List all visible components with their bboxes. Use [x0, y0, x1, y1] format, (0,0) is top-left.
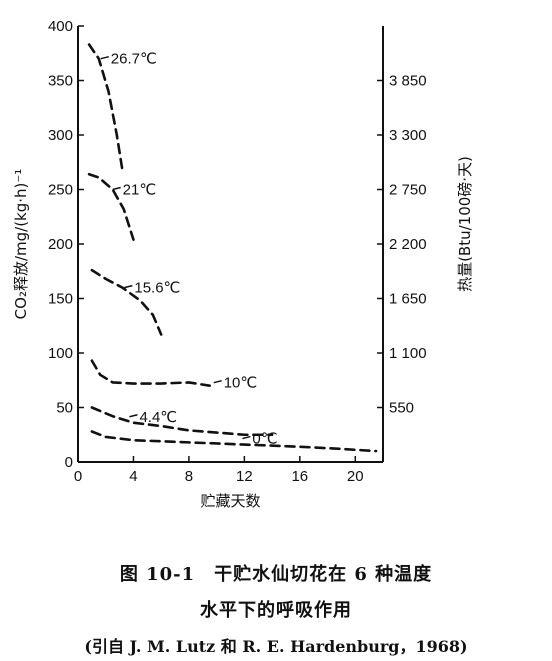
x-tick-label: 16 — [291, 468, 308, 485]
y-tick-label: 300 — [48, 127, 73, 144]
x-tick-label: 20 — [347, 468, 364, 485]
series-line-3 — [90, 268, 163, 336]
series-line-2 — [87, 172, 135, 241]
series-line-6 — [90, 430, 378, 453]
series-leader-4 — [213, 379, 222, 384]
y-tick-label: 400 — [48, 18, 73, 35]
y2-tick-label: 2 750 — [389, 182, 427, 199]
series-leader-3 — [124, 284, 133, 289]
series-label-2: 21℃ — [123, 182, 157, 199]
series-line-4 — [90, 359, 212, 388]
series-leader-1 — [100, 55, 109, 60]
series-leader-6 — [242, 435, 251, 440]
series-line-5 — [90, 406, 274, 437]
series-leader-2 — [112, 186, 121, 191]
y2-tick-label: 1 650 — [389, 291, 427, 308]
y-tick-label: 100 — [48, 345, 73, 362]
series-label-4: 10℃ — [224, 375, 258, 392]
y-tick-label: 0 — [65, 454, 73, 471]
y2-tick-label: 1 100 — [389, 345, 427, 362]
x-tick-label: 4 — [129, 468, 137, 485]
x-tick-label: 8 — [185, 468, 193, 485]
series-label-1: 26.7℃ — [111, 51, 157, 68]
y2-tick-label: 3 300 — [389, 127, 427, 144]
y-tick-label: 150 — [48, 291, 73, 308]
figure-caption-title: 图 10-1 干贮水仙切花在 6 种温度 — [119, 564, 433, 585]
figure-caption-subtitle: 水平下的呼吸作用 — [200, 600, 352, 621]
series-label-6: 0℃ — [252, 431, 277, 448]
y2-tick-label: 2 200 — [389, 236, 427, 253]
chart-series: 26.7℃ 21℃ 15.6℃ 10℃ 4.4℃ 0℃ — [87, 43, 378, 453]
y-tick-label: 200 — [48, 236, 73, 253]
figure-caption-source: (引自 J. M. Lutz 和 R. E. Hardenburg，1968) — [84, 637, 468, 656]
y2-tick-label: 550 — [389, 400, 414, 417]
series-line-1 — [87, 43, 124, 172]
x-axis-title: 贮藏天数 — [200, 492, 260, 510]
series-label-5: 4.4℃ — [139, 409, 177, 426]
y2-tick-label: 3 850 — [389, 73, 427, 90]
series-label-3: 15.6℃ — [134, 280, 180, 297]
series-leader-5 — [129, 414, 138, 418]
y-tick-label: 50 — [56, 400, 73, 417]
y-axis-title: CO₂释放/mg/(kg·h)⁻¹ — [12, 169, 30, 320]
x-tick-label: 12 — [236, 468, 253, 485]
y2-axis-title: 热量(Btu/100磅·天) — [456, 156, 474, 292]
x-tick-label: 0 — [74, 468, 82, 485]
y-tick-label: 350 — [48, 73, 73, 90]
y-tick-label: 250 — [48, 182, 73, 199]
